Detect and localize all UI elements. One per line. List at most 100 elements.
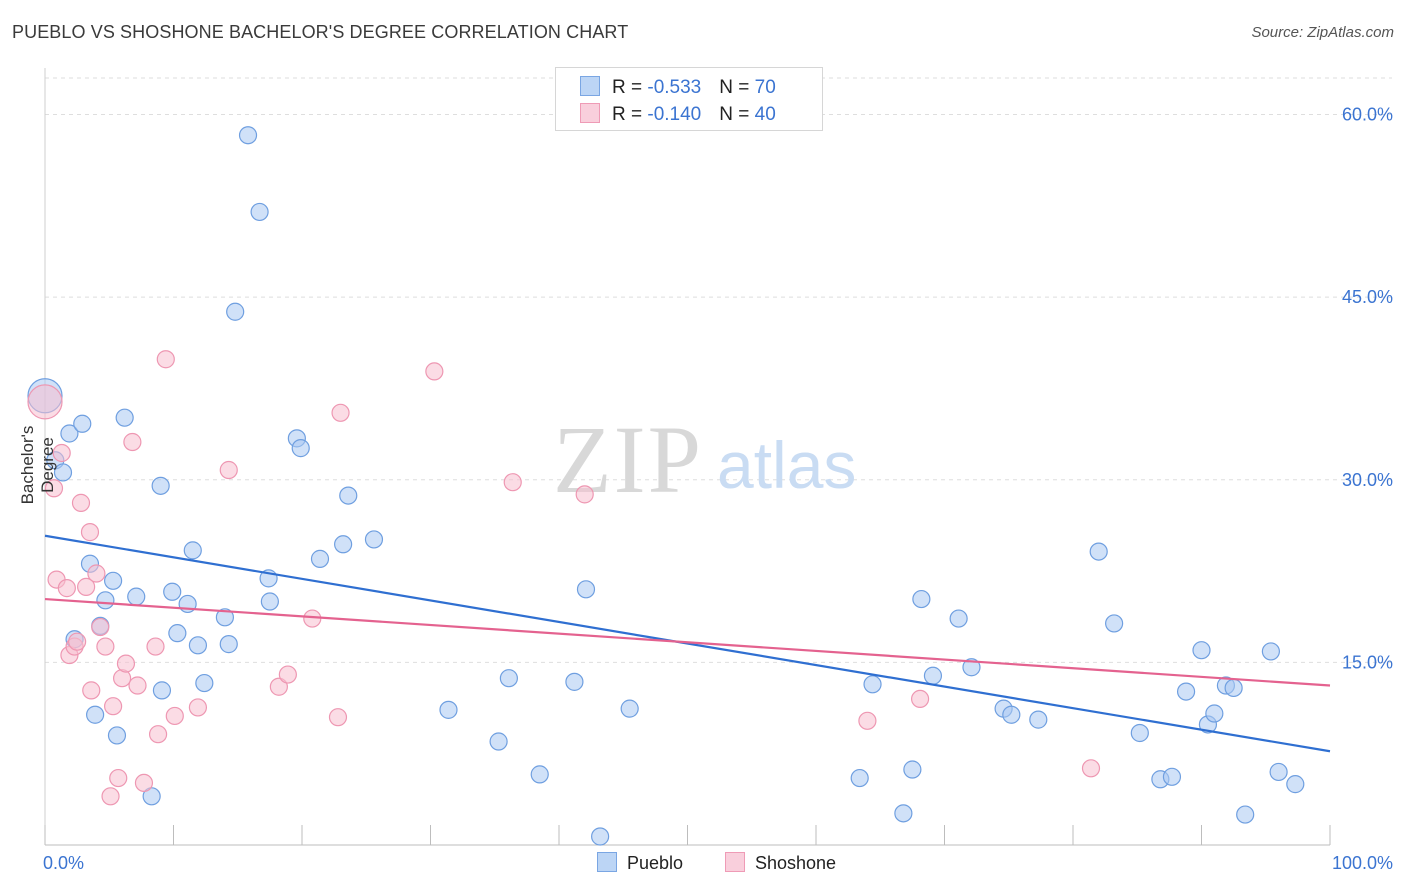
shoshone-point <box>116 654 136 673</box>
pueblo-point <box>86 705 105 724</box>
pueblo-point <box>127 587 146 606</box>
pueblo-point <box>260 592 279 611</box>
pueblo-r-value: -0.533 <box>647 77 702 98</box>
shoshone-point <box>68 632 87 651</box>
pueblo-point <box>168 624 187 643</box>
pueblo-point <box>962 658 981 677</box>
correlation-legend: R = -0.533 N = 70 R = -0.140 N = 40 <box>555 67 823 131</box>
pueblo-point <box>1224 678 1243 698</box>
shoshone-point <box>52 443 71 463</box>
shoshone-point <box>27 384 63 420</box>
pueblo-point <box>949 609 968 628</box>
tick-labels: 15.0% 30.0% 45.0% 60.0% 0.0% 100.0% <box>43 105 1393 873</box>
pueblo-point <box>96 591 115 610</box>
pueblo-point <box>923 666 943 685</box>
pueblo-point <box>1261 642 1280 661</box>
shoshone-point <box>134 773 154 793</box>
pueblo-point <box>499 669 518 688</box>
pueblo-point <box>903 760 922 779</box>
pueblo-point <box>894 804 913 823</box>
y-tick-label: 15.0% <box>1342 652 1393 672</box>
shoshone-point <box>128 676 147 695</box>
trend-lines <box>44 534 1331 753</box>
shoshone-point <box>82 681 101 700</box>
shoshone-point <box>71 493 91 512</box>
pueblo-point <box>53 463 73 482</box>
shoshone-point <box>148 725 168 744</box>
pueblo-point <box>107 726 127 745</box>
pueblo-point <box>576 580 596 599</box>
shoshone-legend-swatch <box>725 852 745 872</box>
shoshone-point <box>1081 759 1101 778</box>
shoshone-point <box>278 665 297 684</box>
pueblo-point <box>1130 723 1149 743</box>
watermark: ZIP atlas <box>553 406 856 513</box>
pueblo-trend-line <box>44 534 1331 753</box>
pueblo-point <box>188 636 208 655</box>
pueblo-point <box>334 535 353 554</box>
shoshone-point <box>575 485 594 504</box>
shoshone-point <box>331 403 350 422</box>
pueblo-point <box>1176 682 1196 701</box>
shoshone-point <box>269 677 288 696</box>
pueblo-point <box>1162 767 1182 786</box>
shoshone-points <box>27 350 1101 806</box>
pueblo-point <box>1286 775 1305 794</box>
shoshone-point <box>57 579 76 598</box>
pueblo-point <box>250 202 269 222</box>
shoshone-point <box>503 473 522 492</box>
pueblo-point <box>1002 705 1021 724</box>
chart-title: PUEBLO VS SHOSHONE BACHELOR'S DEGREE COR… <box>12 22 629 42</box>
x-tick-label: 100.0% <box>1332 853 1393 873</box>
bottom-legend-pueblo: Pueblo <box>597 852 683 874</box>
shoshone-point <box>91 617 110 637</box>
pueblo-point <box>73 414 92 433</box>
shoshone-point <box>109 768 128 788</box>
pueblo-point <box>439 700 458 719</box>
legend-row-shoshone: R = -0.140 N = 40 <box>580 103 776 126</box>
pueblo-point <box>310 549 330 568</box>
pueblo-point <box>850 768 869 788</box>
shoshone-point <box>425 362 444 381</box>
watermark-zip: ZIP <box>553 406 703 513</box>
shoshone-point <box>80 523 100 542</box>
pueblo-point <box>226 302 245 321</box>
pueblo-point <box>591 827 610 846</box>
pueblo-point <box>219 635 238 654</box>
pueblo-point <box>1236 805 1255 824</box>
pueblo-point <box>183 541 202 560</box>
pueblo-point <box>152 681 172 700</box>
shoshone-point <box>219 460 238 480</box>
shoshone-point <box>328 708 348 727</box>
pueblo-point <box>565 672 584 691</box>
shoshone-point <box>165 706 184 726</box>
shoshone-point <box>910 689 930 709</box>
shoshone-r-value: -0.140 <box>647 104 702 125</box>
pueblo-point <box>1029 710 1048 729</box>
pueblo-point <box>291 439 310 458</box>
pueblo-point <box>339 486 358 505</box>
pueblo-point <box>60 424 79 443</box>
shoshone-point <box>858 711 877 730</box>
pueblo-point <box>489 732 508 751</box>
axes <box>44 68 1331 846</box>
pueblo-point <box>1089 542 1108 561</box>
shoshone-n-value: 40 <box>754 104 776 125</box>
shoshone-point <box>188 698 208 717</box>
gridlines <box>45 77 1392 663</box>
bottom-legend-shoshone: Shoshone <box>725 852 836 874</box>
pueblo-point <box>238 126 258 145</box>
pueblo-point <box>1192 641 1211 660</box>
shoshone-point <box>146 637 165 656</box>
y-tick-label: 30.0% <box>1342 470 1393 490</box>
shoshone-point <box>101 787 120 806</box>
pueblo-point <box>215 608 234 627</box>
shoshone-point <box>44 479 64 498</box>
shoshone-point <box>156 350 175 369</box>
pueblo-n-value: 70 <box>754 77 776 98</box>
shoshone-swatch <box>580 103 600 123</box>
pueblo-point <box>142 787 161 806</box>
pueblo-point <box>115 408 134 427</box>
pueblo-point <box>1105 614 1124 633</box>
